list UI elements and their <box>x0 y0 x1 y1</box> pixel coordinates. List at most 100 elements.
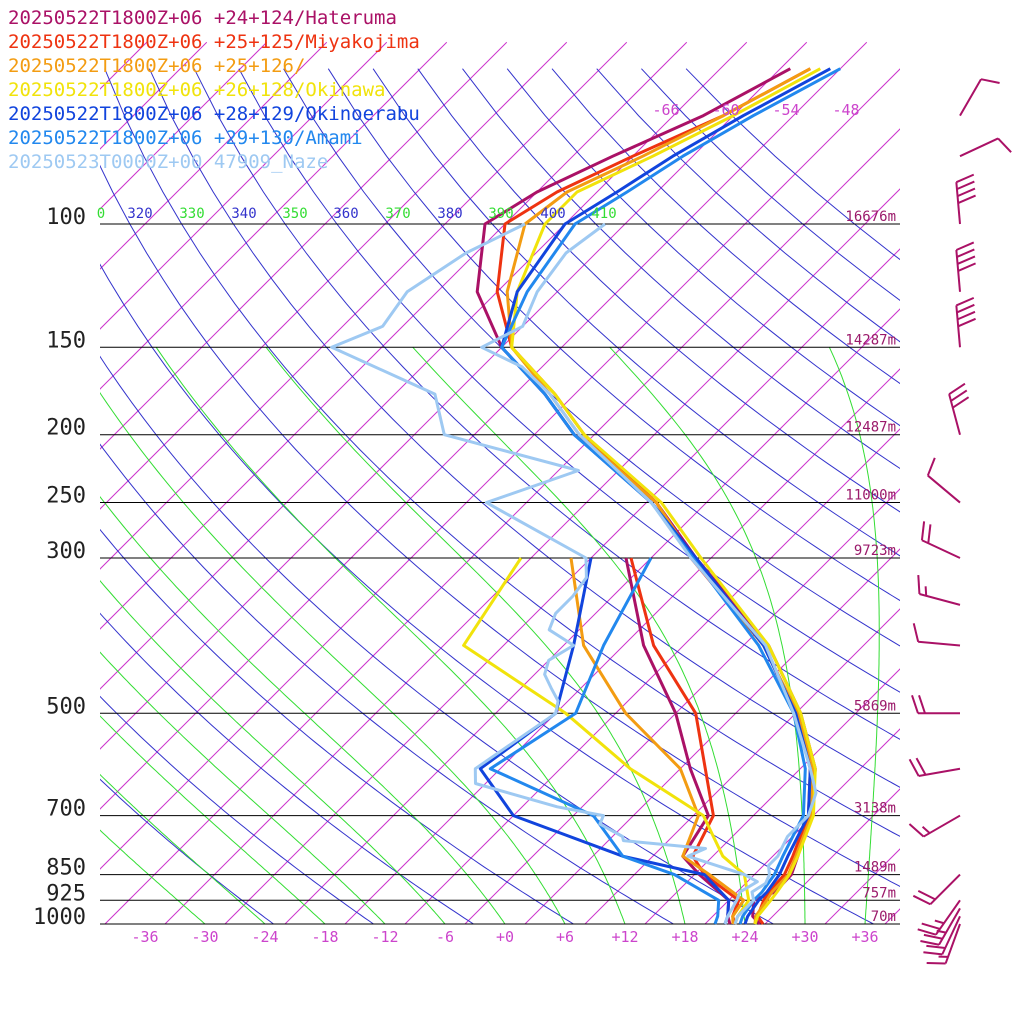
isotherm-line <box>100 41 568 510</box>
legend-entry: 20250522T1800Z+06 +25+125/Miyakojima <box>8 31 420 53</box>
dry-adiabat <box>327 68 900 602</box>
dry-adiabat <box>283 68 900 647</box>
moist-adiabat <box>100 392 566 925</box>
isotherm-line <box>0 42 27 924</box>
theta-label: 360 <box>333 206 358 222</box>
dry-adiabat <box>372 68 900 557</box>
isotherm-line <box>464 488 900 925</box>
temperature-tick-label: +24 <box>731 928 758 946</box>
pressure-tick-label: 100 <box>46 205 86 230</box>
wind-barb <box>912 623 961 647</box>
upper-temperature-label: -54 <box>772 101 799 119</box>
moist-adiabat <box>100 715 326 925</box>
temperature-tick-label: +30 <box>791 928 818 946</box>
pressure-tick-label: 850 <box>46 856 86 881</box>
dry-adiabat <box>100 355 774 925</box>
wind-barb <box>959 137 1012 158</box>
dry-adiabat <box>462 68 900 470</box>
temperature-profile <box>500 67 832 925</box>
legend: 20250522T1800Z+06 +24+124/Hateruma202505… <box>8 7 420 173</box>
wind-barb <box>926 923 961 965</box>
axis-labels: 100 16676m 150 14287m 200 12487m 250 11000m 300 9… <box>33 101 896 946</box>
moist-adiabat <box>609 346 806 924</box>
pressure-tick-label: 150 <box>46 328 86 353</box>
legend-entry: 20250522T1800Z+06 +25+126/ <box>8 55 305 77</box>
temperature-profile <box>500 67 842 925</box>
legend-entry: 20250522T1800Z+06 +26+128/Okinawa <box>8 79 386 101</box>
temperature-tick-label: +12 <box>611 928 638 946</box>
legend-entry: 20250522T1800Z+06 +24+124/Hateruma <box>8 7 397 29</box>
pressure-tick-label: 700 <box>46 797 86 822</box>
isotherm-line <box>224 248 900 925</box>
isotherm-line <box>945 42 1024 924</box>
upper-temperature-label: -48 <box>832 101 859 119</box>
height-label: 70m <box>871 909 896 925</box>
isotherm-line <box>100 41 688 630</box>
moist-adiabat <box>155 347 626 925</box>
wind-barb <box>923 915 961 956</box>
legend-entry: 20250522T1800Z+06 +29+130/Amami <box>8 127 363 149</box>
isotherm-line <box>100 41 868 810</box>
height-label: 757m <box>862 885 896 901</box>
dry-adiabat <box>238 68 900 693</box>
dry-adiabat <box>417 68 900 513</box>
height-label: 3138m <box>854 801 896 817</box>
isotherm-line <box>100 41 268 210</box>
dewpoint-profile <box>488 557 721 925</box>
theta-label: 380 <box>437 206 462 222</box>
temperature-tick-label: +18 <box>671 928 698 946</box>
moist-adiabat <box>100 580 446 925</box>
theta-label: 0 <box>97 206 105 222</box>
dry-adiabat <box>100 164 900 888</box>
pressure-tick-label: 925 <box>46 881 86 906</box>
upper-temperature-label: -60 <box>712 101 739 119</box>
isotherm-line <box>100 41 388 330</box>
dry-adiabat <box>100 263 874 925</box>
height-label: 1489m <box>854 860 896 876</box>
theta-label: 390 <box>488 206 513 222</box>
theta-label: 370 <box>385 206 410 222</box>
temperature-tick-label: -12 <box>371 928 398 946</box>
isotherm-line <box>404 428 900 925</box>
isotherm-line <box>644 668 900 925</box>
wind-barb <box>911 694 960 715</box>
dewpoint-profile <box>629 557 741 925</box>
moist-adiabat <box>265 346 686 925</box>
height-label: 11000m <box>845 488 896 504</box>
isotherm-line <box>100 41 628 570</box>
wind-barb <box>959 78 1000 117</box>
temperature-tick-label: +36 <box>851 928 878 946</box>
moist-adiabat <box>100 829 206 925</box>
isotherm-line <box>284 308 900 925</box>
wind-barb <box>908 757 961 777</box>
dry-adiabat <box>100 528 574 925</box>
isotherm-line <box>704 728 900 925</box>
isotherm-line <box>524 548 900 925</box>
wind-barb <box>917 899 961 936</box>
isotherm-line <box>344 368 900 925</box>
temperature-tick-label: +0 <box>496 928 514 946</box>
isotherm-line <box>100 41 748 690</box>
theta-label: 410 <box>591 206 616 222</box>
pressure-tick-label: 500 <box>46 694 86 719</box>
moist-adiabat <box>100 651 386 925</box>
isotherm-line <box>884 908 900 925</box>
isotherm-line <box>164 188 900 925</box>
height-label: 16676m <box>845 209 896 225</box>
dewpoint-profile <box>462 557 751 925</box>
height-label: 5869m <box>854 698 896 714</box>
moist-adiabat <box>828 347 880 925</box>
temperature-tick-label: +6 <box>556 928 574 946</box>
dewpoint-profile <box>569 557 746 925</box>
theta-label: 400 <box>540 206 565 222</box>
temperature-tick-label: -30 <box>191 928 218 946</box>
dewpoint-profile <box>330 222 759 925</box>
pressure-tick-label: 250 <box>46 484 86 509</box>
wind-barbs <box>908 78 1012 965</box>
temperature-profile <box>510 67 822 925</box>
height-label: 9723m <box>854 543 896 559</box>
pressure-tick-label: 1000 <box>33 905 86 930</box>
dry-adiabat <box>193 68 900 740</box>
isotherm-line <box>100 41 808 750</box>
